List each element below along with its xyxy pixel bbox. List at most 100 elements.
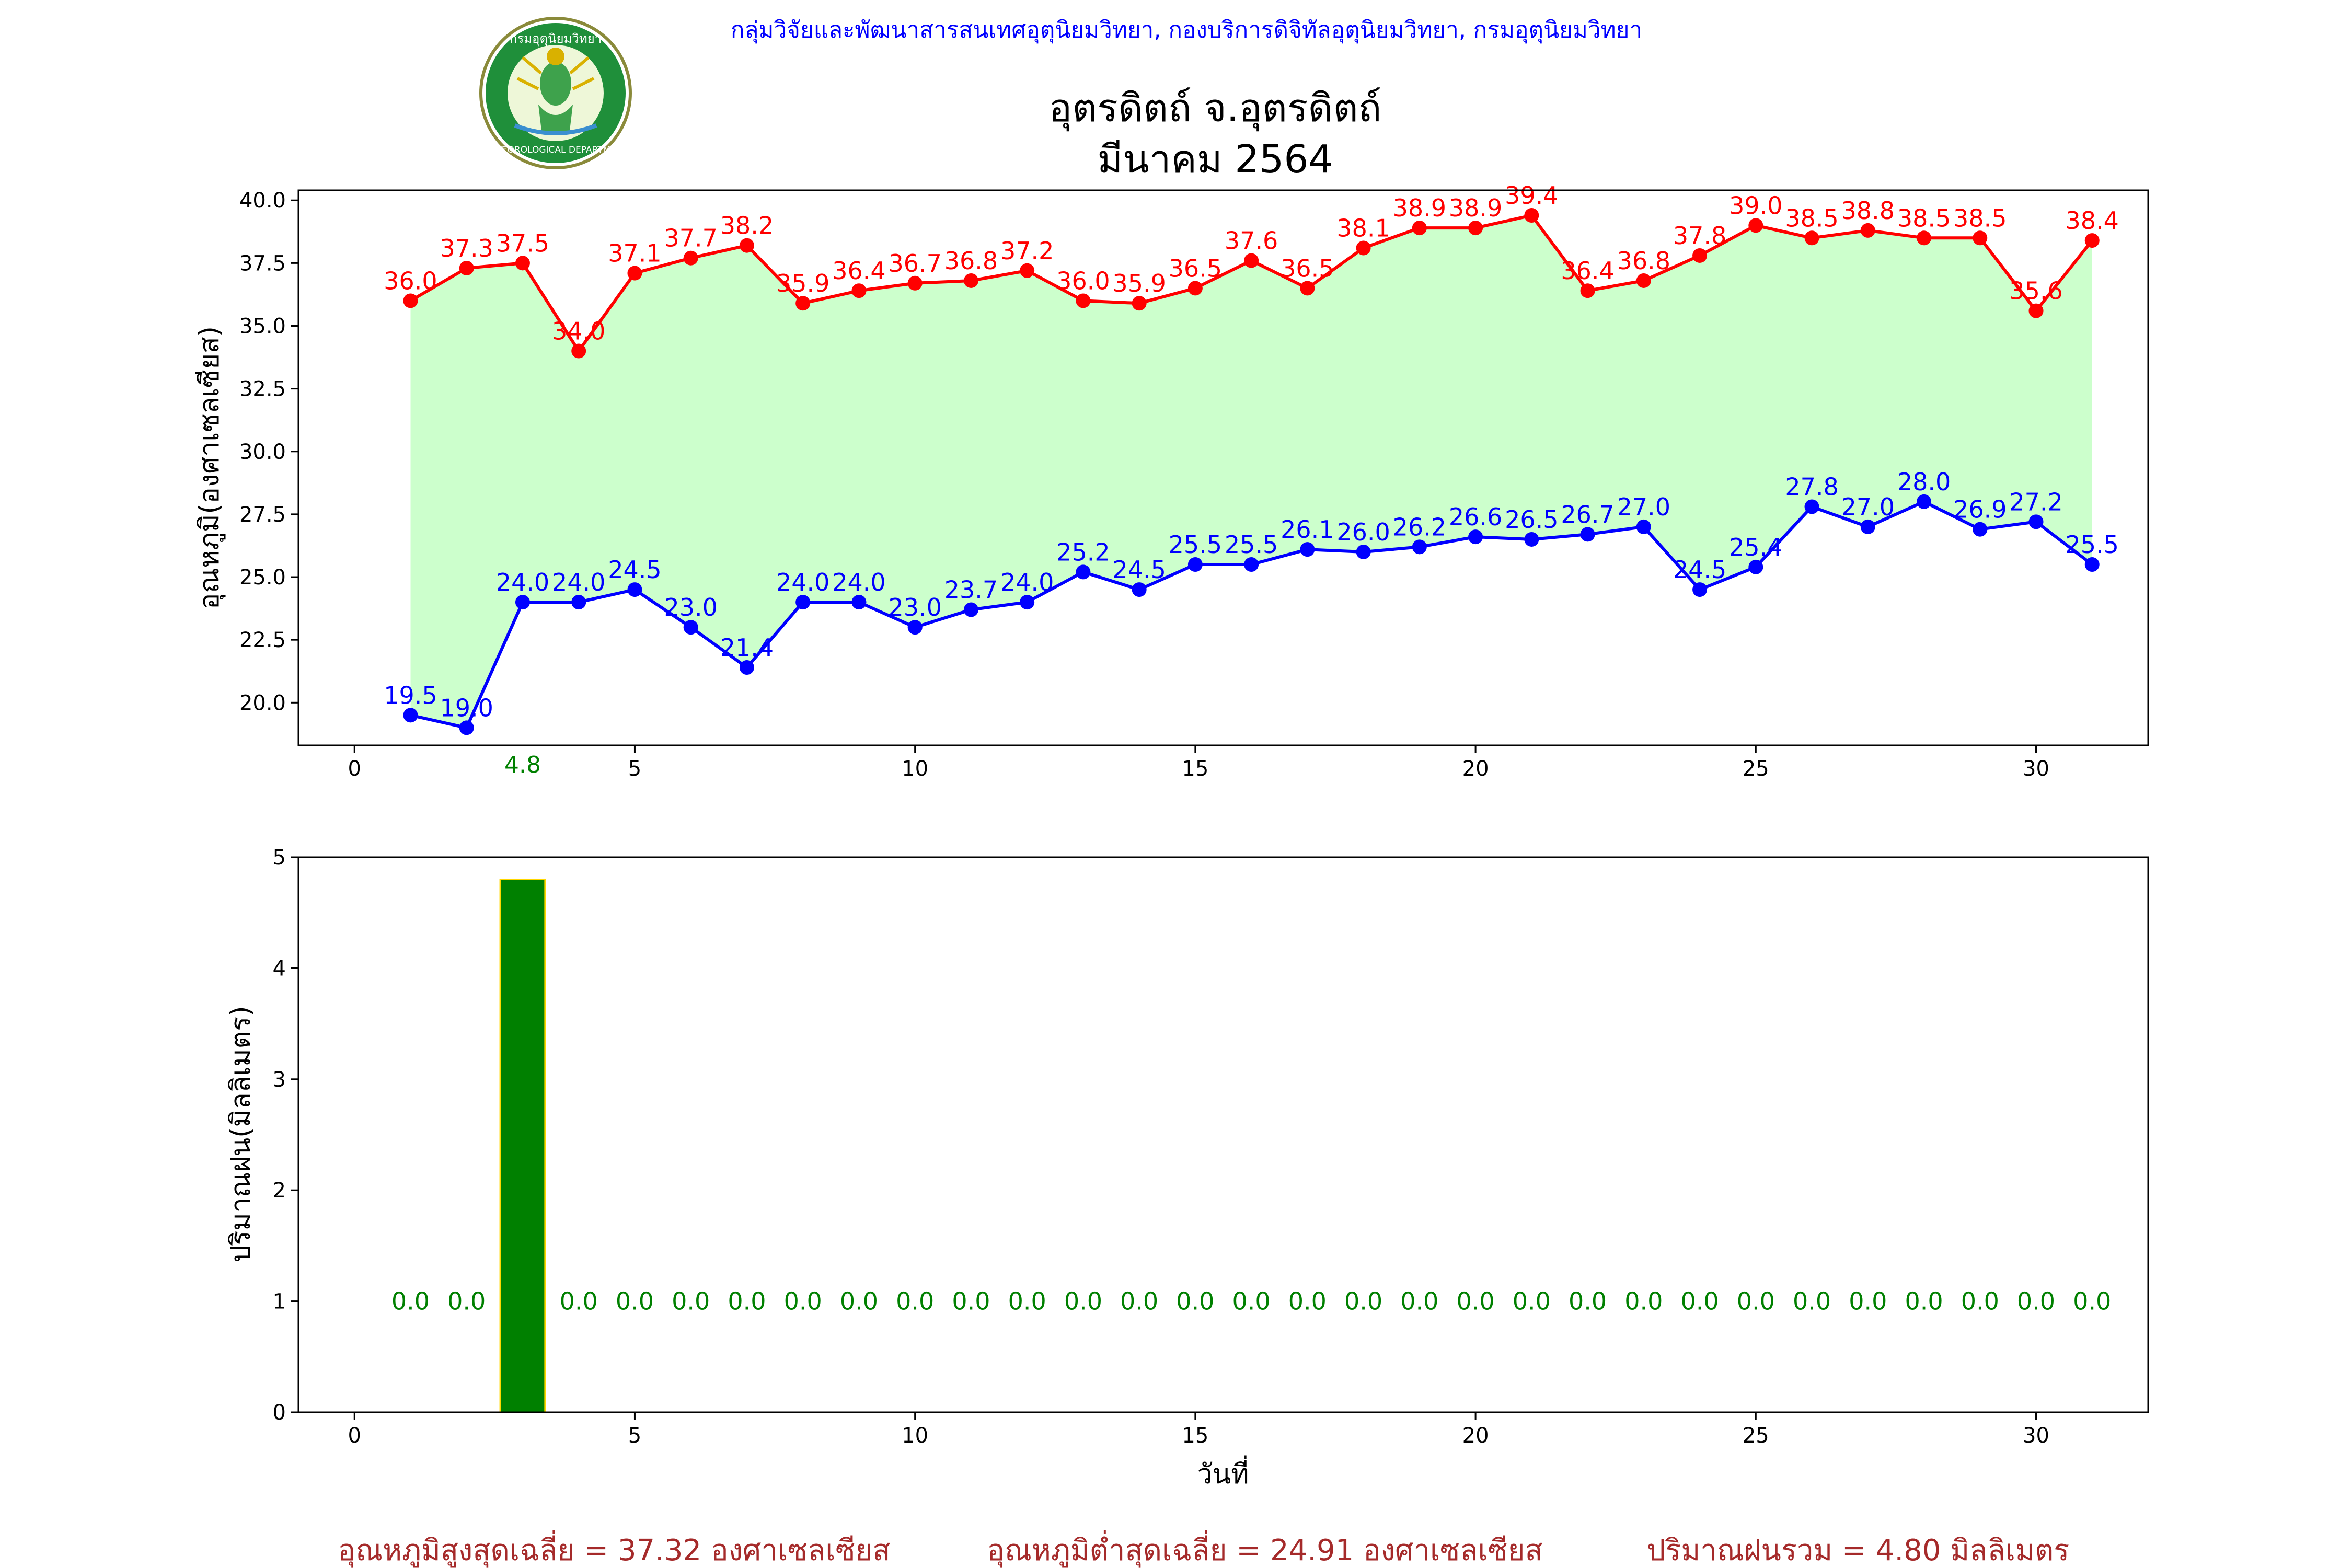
max-temperature-point <box>1300 281 1315 296</box>
min-temperature-point <box>963 602 978 617</box>
y-tick-label: 27.5 <box>239 503 286 527</box>
temperature-data-labels: 36.037.3 37.534.037.137.7 38.235.9 36.4 36.7… <box>384 181 2119 722</box>
rainfall-label: 0.0 <box>1737 1287 1775 1316</box>
x-tick-label: 20 <box>1462 757 1489 781</box>
rainfall-y-axis: 0 1 2 3 4 5 <box>273 846 298 1425</box>
y-tick-label: 0 <box>273 1401 286 1425</box>
min-temperature-point <box>795 595 811 610</box>
max-temperature-label: 36.4 <box>1561 257 1614 285</box>
total-rainfall: ปริมาณฝนรวม = 4.80 มิลลิเมตร <box>1647 1534 2070 1567</box>
min-temperature-label: 23.7 <box>944 576 998 604</box>
min-temperature-point <box>739 660 754 675</box>
x-tick-label: 0 <box>348 1424 361 1448</box>
min-temperature-label: 27.0 <box>1617 493 1670 521</box>
min-temperature-label: 25.5 <box>2066 531 2119 559</box>
rainfall-label: 0.0 <box>1513 1287 1551 1316</box>
rainfall-label: 0.0 <box>391 1287 430 1316</box>
rainfall-label: 0.0 <box>1120 1287 1158 1316</box>
max-temperature-point <box>627 266 642 281</box>
rainfall-label: 0.0 <box>1849 1287 1887 1316</box>
station-title: อุตรดิตถ์ จ.อุตรดิตถ์ <box>1049 86 1382 132</box>
rainfall-label: 0.0 <box>1624 1287 1663 1316</box>
rainfall-label: 0.0 <box>447 1287 486 1316</box>
max-temperature-point <box>571 343 586 359</box>
min-temperature-point <box>1636 519 1651 534</box>
max-temperature-label: 38.9 <box>1449 194 1502 222</box>
y-tick-label: 35.0 <box>239 314 286 338</box>
temperature-chart: 36.037.3 37.534.037.137.7 38.235.9 36.4 36.7… <box>194 181 2149 781</box>
rain-annotation: 4.8 <box>504 752 541 778</box>
min-temperature-point <box>683 620 698 635</box>
min-temperature-point <box>1412 539 1427 555</box>
x-tick-label: 25 <box>1743 757 1769 781</box>
min-temperature-point <box>1973 522 1988 537</box>
max-temperature-point <box>1860 223 1875 238</box>
rainfall-label: 0.0 <box>2073 1287 2111 1316</box>
max-temperature-label: 36.0 <box>1056 267 1110 295</box>
max-temperature-point <box>1917 230 1932 246</box>
max-temperature-point <box>1187 281 1203 296</box>
max-temperature-label: 38.4 <box>2066 206 2119 235</box>
min-temperature-label: 26.9 <box>1953 495 2007 524</box>
x-tick-label: 10 <box>902 757 928 781</box>
rainfall-label: 0.0 <box>1232 1287 1271 1316</box>
min-temperature-point <box>1300 542 1315 557</box>
min-temperature-label: 27.0 <box>1841 493 1895 521</box>
temperature-plot-frame <box>297 189 2149 746</box>
rainfall-plot-frame <box>297 856 2149 1413</box>
max-temperature-label: 37.6 <box>1225 227 1278 255</box>
x-tick-label: 10 <box>902 1424 928 1448</box>
max-temperature-label: 37.8 <box>1673 222 1726 250</box>
max-temperature-point <box>1692 248 1708 263</box>
max-temperature-point <box>1468 221 1483 236</box>
min-temperature-point <box>1860 519 1875 534</box>
max-temperature-label: 36.5 <box>1281 254 1334 282</box>
max-temperature-point <box>1636 273 1651 288</box>
rainfall-label: 0.0 <box>616 1287 654 1316</box>
min-temperature-label: 25.4 <box>1729 533 1782 561</box>
rainfall-label: 0.0 <box>1344 1287 1382 1316</box>
x-tick-label: 5 <box>628 757 641 781</box>
min-temperature-label: 27.8 <box>1785 472 1838 501</box>
min-temperature-point <box>1076 564 1091 580</box>
y-tick-label: 1 <box>273 1290 286 1314</box>
min-temperature-point <box>1020 595 1035 610</box>
min-temperature-label: 19.0 <box>440 694 493 722</box>
min-temperature-label: 25.5 <box>1169 531 1222 559</box>
max-temperature-point <box>1580 283 1595 298</box>
max-temperature-point <box>1132 296 1147 311</box>
rainfall-label: 0.0 <box>1680 1287 1719 1316</box>
max-temperature-label: 38.9 <box>1393 194 1446 222</box>
max-temperature-point <box>739 238 754 253</box>
y-tick-label: 3 <box>273 1068 286 1092</box>
temperature-x-axis: 0 5 10 15 20 25 30 <box>348 745 2049 781</box>
max-temperature-point <box>1020 263 1035 278</box>
temperature-y-axis-label: อุณหภูมิ(องศาเซลเซียส) <box>194 326 226 609</box>
max-temperature-label: 35.6 <box>2009 277 2062 305</box>
max-temperature-label: 34.0 <box>552 317 605 345</box>
x-tick-label: 0 <box>348 757 361 781</box>
rainfall-y-axis-label: ปริมาณฝน(มิลลิเมตร) <box>225 1006 257 1262</box>
min-temperature-point <box>1692 582 1708 597</box>
max-temperature-label: 39.0 <box>1729 191 1782 220</box>
rainfall-label: 0.0 <box>1569 1287 1607 1316</box>
min-temperature-label: 24.0 <box>552 568 605 596</box>
max-temperature-point <box>907 275 923 291</box>
max-temperature-point <box>795 296 811 311</box>
average-max-temperature: อุณหภูมิสูงสุดเฉลี่ย = 37.32 องศาเซลเซีย… <box>338 1530 890 1568</box>
max-temperature-point <box>963 273 978 288</box>
rainfall-label: 0.0 <box>728 1287 766 1316</box>
min-temperature-label: 25.2 <box>1056 538 1110 566</box>
max-temperature-point <box>2028 303 2044 318</box>
min-temperature-point <box>1244 557 1259 572</box>
rainfall-chart: 0.0 0.0 0.0 0.0 0.0 0.0 0.0 0.0 0.0 0.0 0.0 0.0 0.0 0… <box>225 846 2149 1490</box>
logo-text-top: กรมอุตุนิยมวิทยา <box>510 31 602 47</box>
y-tick-label: 22.5 <box>239 628 286 652</box>
rainfall-label: 0.0 <box>1288 1287 1327 1316</box>
rainfall-label: 0.0 <box>1457 1287 1495 1316</box>
y-tick-label: 40.0 <box>239 189 286 213</box>
rainfall-label: 0.0 <box>1064 1287 1102 1316</box>
temperature-range-fill <box>410 215 2092 728</box>
